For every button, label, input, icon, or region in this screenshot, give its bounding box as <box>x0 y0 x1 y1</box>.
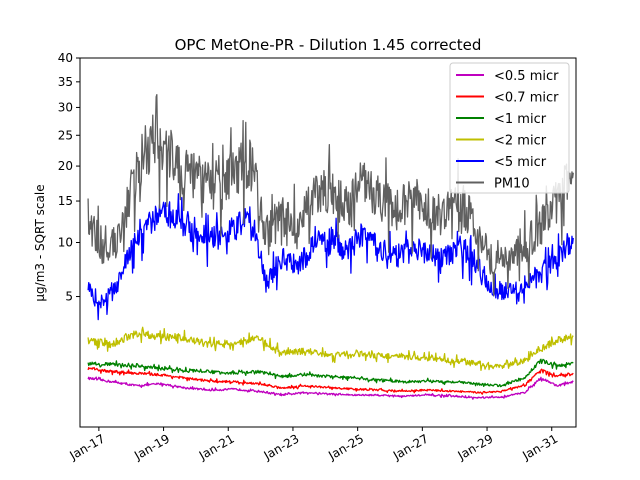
y-tick-label: 35 <box>58 75 73 89</box>
legend-label: <1 micr <box>494 112 547 127</box>
legend-label: <0.5 micr <box>494 69 559 84</box>
legend-label: <0.7 micr <box>494 91 559 106</box>
y-tick-label: 40 <box>58 51 73 65</box>
series-line-3 <box>87 326 574 371</box>
series-layer <box>87 93 574 400</box>
legend-label: <5 micr <box>494 155 547 170</box>
y-tick-label: 10 <box>58 236 73 250</box>
series-line-4 <box>87 193 574 321</box>
legend-label: <2 micr <box>494 134 547 149</box>
y-tick-label: 25 <box>58 128 73 142</box>
series-line-0 <box>87 376 574 400</box>
series-line-1 <box>87 366 574 395</box>
chart-title: OPC MetOne-PR - Dilution 1.45 corrected <box>175 36 482 54</box>
y-tick-label: 5 <box>65 290 73 304</box>
legend-label: PM10 <box>494 177 530 192</box>
y-axis: 5 10 15 20 25 30 35 40 <box>58 51 80 304</box>
series-line-2 <box>87 358 574 388</box>
y-tick-label: 30 <box>58 100 73 114</box>
y-tick-label: 15 <box>58 194 73 208</box>
y-tick-label: 20 <box>58 159 73 173</box>
series-line-5 <box>87 93 574 297</box>
y-axis-label: μg/m3 - SQRT scale <box>33 184 47 301</box>
legend: <0.5 micr <0.7 micr <1 micr <2 micr <5 micr P… <box>449 62 570 194</box>
